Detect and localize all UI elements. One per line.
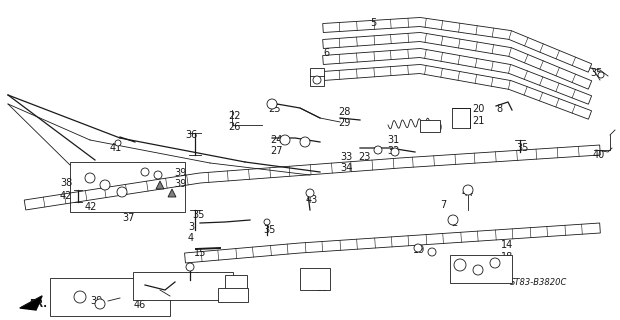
Bar [70, 162, 185, 212]
Text: 9: 9 [318, 73, 324, 83]
Text: 8: 8 [496, 104, 502, 114]
Circle shape [391, 148, 399, 156]
Circle shape [141, 168, 149, 176]
Text: 22: 22 [228, 111, 241, 121]
Text: 31: 31 [387, 135, 399, 145]
Bar [310, 68, 324, 86]
Circle shape [280, 135, 290, 145]
Polygon shape [168, 189, 176, 197]
Circle shape [598, 72, 604, 78]
Polygon shape [323, 18, 591, 72]
Text: 41: 41 [110, 143, 122, 153]
Text: 17: 17 [133, 286, 145, 296]
Bar [452, 108, 470, 128]
Text: 20: 20 [472, 104, 484, 114]
Text: 18: 18 [501, 252, 513, 262]
Text: 36: 36 [185, 130, 197, 140]
Polygon shape [322, 33, 591, 89]
Circle shape [428, 248, 436, 256]
Text: 33: 33 [340, 152, 352, 162]
Circle shape [115, 140, 121, 146]
Circle shape [313, 76, 321, 84]
Text: 6: 6 [323, 48, 329, 58]
Bar [420, 120, 440, 132]
Text: 42: 42 [60, 191, 73, 201]
Text: 30: 30 [430, 123, 442, 133]
Bar [50, 278, 170, 316]
Circle shape [154, 171, 162, 179]
Text: 10: 10 [224, 278, 236, 288]
Circle shape [95, 299, 105, 309]
Text: 38: 38 [60, 178, 73, 188]
Polygon shape [156, 181, 164, 189]
Circle shape [448, 215, 458, 225]
Text: 35: 35 [192, 210, 205, 220]
Circle shape [454, 259, 466, 271]
Text: 15: 15 [194, 248, 206, 258]
Text: 32: 32 [387, 146, 399, 156]
Text: 14: 14 [501, 240, 513, 250]
Text: 13: 13 [133, 275, 145, 285]
Bar [225, 275, 247, 295]
Text: 29: 29 [338, 118, 350, 128]
Text: 37: 37 [122, 213, 135, 223]
Polygon shape [322, 49, 591, 104]
Bar [450, 255, 512, 283]
Circle shape [267, 99, 277, 109]
Text: 45-1: 45-1 [220, 291, 242, 301]
Text: 34: 34 [340, 163, 352, 173]
Polygon shape [185, 223, 600, 263]
Text: ST83-B3820C: ST83-B3820C [510, 278, 567, 287]
Bar [218, 288, 248, 302]
Text: 16: 16 [316, 283, 328, 293]
Bar [133, 272, 233, 300]
Text: 39: 39 [174, 168, 186, 178]
Bar [300, 268, 330, 290]
Text: 25: 25 [268, 104, 280, 114]
Text: 42: 42 [85, 202, 97, 212]
Text: 23: 23 [358, 152, 370, 162]
Text: FR.: FR. [29, 299, 47, 309]
Circle shape [264, 219, 270, 225]
Text: 40: 40 [593, 150, 605, 160]
Text: 3: 3 [188, 222, 194, 232]
Text: 24: 24 [270, 135, 282, 145]
Polygon shape [322, 65, 591, 119]
Text: 12: 12 [316, 272, 329, 282]
Text: 19: 19 [413, 245, 425, 255]
Circle shape [186, 263, 194, 271]
Text: 44: 44 [462, 188, 474, 198]
Circle shape [85, 173, 95, 183]
Circle shape [414, 244, 422, 252]
Circle shape [100, 180, 110, 190]
Text: 21: 21 [472, 116, 484, 126]
Text: 28: 28 [338, 107, 350, 117]
Text: 35: 35 [263, 225, 275, 235]
Text: 35: 35 [516, 143, 528, 153]
Text: 44: 44 [188, 272, 200, 282]
Text: 39: 39 [90, 296, 102, 306]
Circle shape [117, 187, 127, 197]
Text: 2: 2 [451, 218, 458, 228]
Text: 7: 7 [440, 200, 446, 210]
Text: 11: 11 [466, 262, 478, 272]
Polygon shape [24, 145, 600, 210]
Text: 39: 39 [174, 179, 186, 189]
Text: 35: 35 [590, 68, 603, 78]
Circle shape [463, 185, 473, 195]
Polygon shape [20, 296, 42, 310]
Text: 43: 43 [306, 195, 318, 205]
Circle shape [473, 265, 483, 275]
Text: 46: 46 [134, 300, 146, 310]
Text: 5: 5 [370, 18, 376, 28]
Circle shape [374, 146, 382, 154]
Circle shape [490, 258, 500, 268]
Text: 27: 27 [270, 146, 283, 156]
Circle shape [300, 137, 310, 147]
Circle shape [306, 189, 314, 197]
Text: 4: 4 [188, 233, 194, 243]
Circle shape [74, 291, 86, 303]
Text: 26: 26 [228, 122, 241, 132]
